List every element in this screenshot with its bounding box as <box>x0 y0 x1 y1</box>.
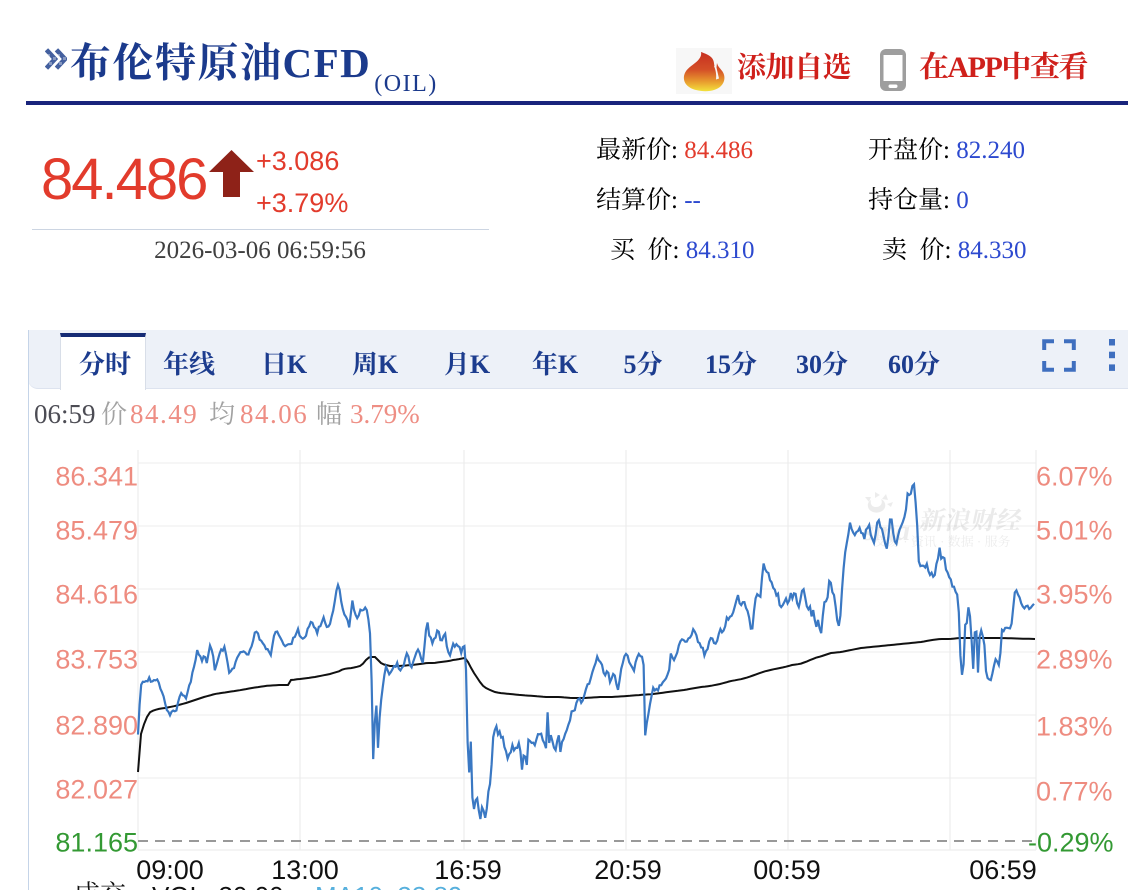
svg-text:交易 · 资讯 · 数据 · 服务: 交易 · 资讯 · 数据 · 服务 <box>874 534 1011 549</box>
svg-text:新浪财经: 新浪财经 <box>917 507 1025 535</box>
